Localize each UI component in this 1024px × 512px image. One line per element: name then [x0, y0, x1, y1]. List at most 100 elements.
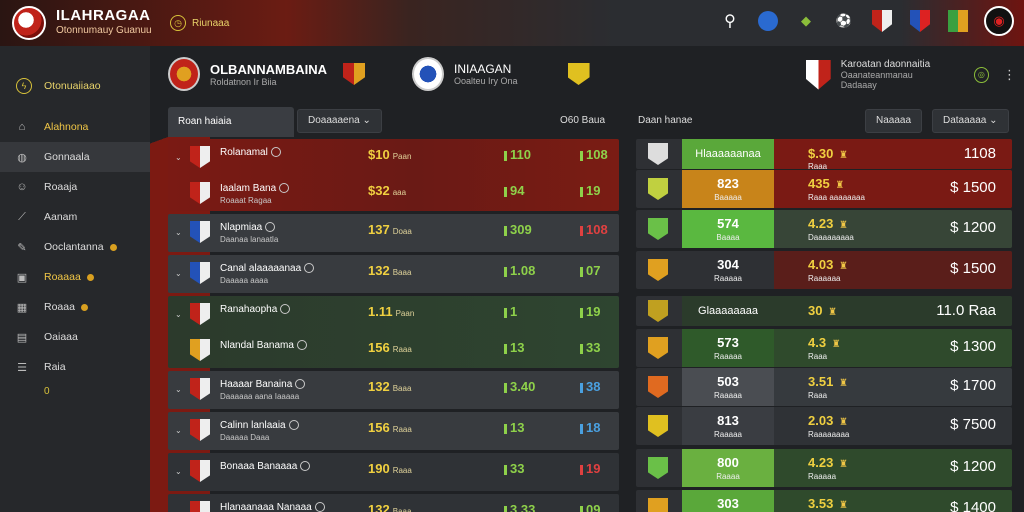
match-line[interactable]: Iaalam Bana Roaaat Ragaa $32 aaa 94 19 [168, 175, 619, 211]
chevron-down-icon[interactable]: ⌄ [175, 466, 182, 476]
table-row[interactable]: ⌄ Canal alaaaaanaa Daaaaa aaaa 132 Baaa 1.08 0… [168, 255, 619, 293]
sidebar-item-4[interactable]: ✎ Ooclantanna [0, 232, 150, 262]
sidebar-item-1[interactable]: ◍ Gonnaala [0, 142, 150, 172]
odds-primary[interactable]: 303 [717, 496, 739, 511]
odds-secondary[interactable]: 30 ♜ [808, 303, 838, 318]
odds-value[interactable]: 07 [580, 263, 600, 278]
odds-secondary[interactable]: $.30 ♜ [808, 146, 848, 161]
filter-dropdown[interactable]: Doaaaaena ⌄ [297, 109, 382, 133]
odds-value[interactable]: 19 [580, 461, 600, 476]
club-badge-icon[interactable] [756, 9, 780, 33]
match-line[interactable]: Nlandal Banama 156 Raaa 13 33 [168, 332, 619, 368]
tab-active[interactable]: Roan haiaia [168, 107, 294, 137]
odds-primary[interactable]: 304 [717, 257, 739, 272]
match-line[interactable]: ⌄ Calinn lanlaaia Daaaaa Daaa 156 Raaa 13 18 [168, 412, 619, 448]
sidebar-item-7[interactable]: ▤ Oaiaaa [0, 322, 150, 352]
match-line[interactable]: ⌄ Haaaar Banaina Daaaaaa aana Iaaaaa 132 Baa… [168, 371, 619, 407]
sidebar-item-0[interactable]: ⌂ Alahnona [0, 112, 150, 142]
odds-row[interactable]: 303Raaaaa3.53 ♜Raaa$ 1400 [636, 490, 1012, 512]
view-dropdown[interactable]: Dataaaaa ⌄ [932, 109, 1009, 133]
top-chip[interactable]: ◷ Riunaaa [170, 15, 229, 31]
odds-row[interactable]: 800 Raaaa 4.23 ♜ Raaaaa $ 1200 [636, 449, 1012, 487]
match-line[interactable]: ⌄ Hlanaanaaa Nanaaa 132 Baaa 3.33 09 [168, 494, 619, 512]
odds-secondary[interactable]: 3.51 ♜ [808, 374, 848, 389]
odds-secondary[interactable]: 4.3 ♜ [808, 335, 841, 350]
odds-value[interactable]: 19 [580, 304, 600, 319]
chevron-down-icon[interactable]: ⌄ [175, 425, 182, 435]
odds-row[interactable]: 813 Raaaaa 2.03 ♜ Raaaaaaaa $ 7500 [636, 407, 1012, 445]
match-line[interactable]: ⌄ Bonaaa Banaaaa 190 Raaa 33 19 [168, 453, 619, 489]
search-icon[interactable]: ⚲ [724, 13, 736, 30]
odds-value[interactable]: 19 [580, 183, 600, 198]
stake-value[interactable]: $ 1300 [950, 338, 996, 355]
table-row[interactable]: ⌄ Hlanaanaaa Nanaaa 132 Baaa 3.33 09 [168, 494, 619, 512]
odds-value[interactable]: 18 [580, 420, 600, 435]
match-line[interactable]: ⌄ Rolanamal $10 Paan 110 108 [168, 139, 619, 175]
sort-button[interactable]: Naaaaa [865, 109, 923, 133]
odds-primary[interactable]: 813 [717, 413, 739, 428]
odds-value[interactable]: 108 [580, 147, 608, 162]
odds-primary[interactable]: 823 [717, 176, 739, 191]
sidebar-item-3[interactable]: ⟋ Aanam [0, 202, 150, 232]
chevron-down-icon[interactable]: ⌄ [175, 309, 182, 319]
chevron-down-icon[interactable]: ⌄ [175, 152, 182, 162]
match-line[interactable]: ⌄ Ranahaopha 1.11 Paan 1 19 [168, 296, 619, 332]
odds-value[interactable]: 33 [580, 340, 600, 355]
chevron-down-icon[interactable]: ⌄ [175, 507, 182, 512]
club-crest-blue-icon[interactable] [908, 9, 932, 33]
odds-row[interactable]: 574 Baaaa 4.23 ♜ Daaaaaaaaa $ 1200 [636, 210, 1012, 248]
odds-primary[interactable]: 503 [717, 374, 739, 389]
sidebar-item-5[interactable]: ▣ Roaaaa [0, 262, 150, 292]
chevron-down-icon[interactable]: ⌄ [175, 268, 182, 278]
table-row[interactable]: ⌄ Haaaar Banaina Daaaaaa aana Iaaaaa 132 Baa… [168, 371, 619, 409]
odds-primary[interactable]: 573 [717, 335, 739, 350]
odds-row[interactable]: Glaaaaaaaa 30 ♜ 11.0 Raa [636, 296, 1012, 326]
table-row[interactable]: ⌄ Calinn lanlaaia Daaaaa Daaa 156 Raaa 13 18 [168, 412, 619, 450]
stake-value[interactable]: $ 7500 [950, 416, 996, 433]
right-team[interactable]: Karoatan daonnaitia Oaanateanmanau Dadaa… [806, 59, 1016, 90]
table-row[interactable]: ⌄ Rolanamal $10 Paan 110 108 Iaalam Bana Roaaat… [168, 139, 619, 211]
stake-value[interactable]: 1108 [963, 145, 996, 162]
odds-value[interactable]: 38 [580, 379, 600, 394]
stake-value[interactable]: $ 1400 [950, 499, 996, 512]
stake-value[interactable]: $ 1700 [950, 377, 996, 394]
home-team[interactable]: OLBANNAMBAINA Roldatnon Ir Biia [168, 57, 365, 91]
odds-secondary[interactable]: 2.03 ♜ [808, 413, 848, 428]
odds-value[interactable]: 09 [580, 502, 600, 512]
odds-row[interactable]: 573 Raaaaa 4.3 ♜ Raaa $ 1300 [636, 329, 1012, 367]
odds-row[interactable]: 503 Raaaaa 3.51 ♜ Raaa $ 1700 [636, 368, 1012, 406]
odds-primary[interactable]: Glaaaaaaaa [698, 305, 758, 317]
odds-secondary[interactable]: 4.23 ♜ [808, 216, 848, 231]
odds-primary[interactable]: 574 [717, 216, 739, 231]
stake-value[interactable]: $ 1200 [950, 219, 996, 236]
table-row[interactable]: ⌄ Nlapmiaa Daanaa lanaatla 137 Doaa 309 108 [168, 214, 619, 252]
odds-secondary[interactable]: 3.53 ♜ [808, 496, 848, 511]
avatar[interactable]: ◉ [984, 6, 1014, 36]
odds-secondary[interactable]: 4.03 ♜ [808, 257, 848, 272]
sidebar-item-6[interactable]: ▦ Roaaa [0, 292, 150, 322]
sidebar-header[interactable]: ϟ Otonuaiiaao [0, 46, 150, 104]
odds-secondary[interactable]: 4.23 ♜ [808, 455, 848, 470]
brand[interactable]: ILAHRAGAA Otonnumauy Guanuu [0, 6, 380, 40]
ball-icon[interactable]: ⚽ [835, 13, 853, 28]
odds-primary[interactable]: 800 [717, 455, 739, 470]
away-team[interactable]: INIAAGAN Ooalteu Iry Ona [412, 57, 590, 91]
odds-row[interactable]: Hlaaaaaanaa $.30 ♜ Raaa 1108 [636, 139, 1012, 169]
odds-secondary[interactable]: 435 ♜ [808, 176, 845, 191]
club-crest-red-icon[interactable] [870, 9, 894, 33]
stake-value[interactable]: $ 1200 [950, 458, 996, 475]
stake-value[interactable]: 11.0 Raa [936, 302, 996, 319]
info-icon[interactable]: ◎ [973, 66, 989, 83]
more-icon[interactable]: ⋮ [1003, 66, 1016, 82]
odds-value[interactable]: 108 [580, 222, 608, 237]
sidebar-item-8[interactable]: ☰ Raia [0, 352, 150, 382]
match-line[interactable]: ⌄ Canal alaaaaanaa Daaaaa aaaa 132 Baaa 1.08 0… [168, 255, 619, 291]
stake-value[interactable]: $ 1500 [950, 179, 996, 196]
table-row[interactable]: ⌄ Ranahaopha 1.11 Paan 1 19 Nlandal Banama 156 R… [168, 296, 619, 368]
match-line[interactable]: ⌄ Nlapmiaa Daanaa lanaatla 137 Doaa 309 108 [168, 214, 619, 250]
table-row[interactable]: ⌄ Bonaaa Banaaaa 190 Raaa 33 19 [168, 453, 619, 491]
stake-value[interactable]: $ 1500 [950, 260, 996, 277]
notification-icon[interactable]: ◆ [801, 13, 811, 28]
chevron-down-icon[interactable]: ⌄ [175, 384, 182, 394]
sidebar-item-2[interactable]: ☺ Roaaja [0, 172, 150, 202]
